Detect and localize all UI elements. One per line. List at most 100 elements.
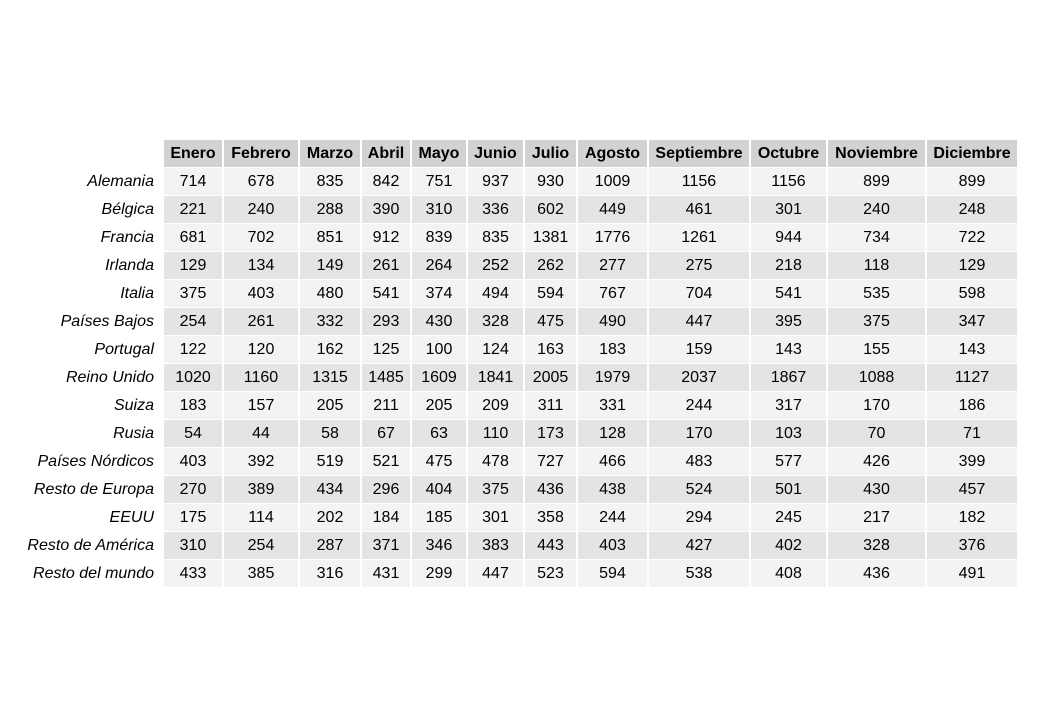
table-cell: 519 xyxy=(300,448,362,476)
table-cell: 385 xyxy=(224,560,300,588)
table-cell: 67 xyxy=(362,420,412,448)
table-cell: 403 xyxy=(224,280,300,308)
row-label: Rusia xyxy=(14,420,164,448)
table-cell: 332 xyxy=(300,308,362,336)
table-cell: 301 xyxy=(751,196,828,224)
table-cell: 336 xyxy=(468,196,525,224)
table-cell: 494 xyxy=(468,280,525,308)
table-cell: 58 xyxy=(300,420,362,448)
table-cell: 461 xyxy=(649,196,751,224)
table-cell: 311 xyxy=(525,392,578,420)
table-cell: 594 xyxy=(578,560,649,588)
table-cell: 129 xyxy=(164,252,224,280)
table-cell: 1261 xyxy=(649,224,751,252)
table-cell: 296 xyxy=(362,476,412,504)
table-cell: 120 xyxy=(224,336,300,364)
table-cell: 114 xyxy=(224,504,300,532)
table-cell: 331 xyxy=(578,392,649,420)
table-cell: 374 xyxy=(412,280,468,308)
table-cell: 288 xyxy=(300,196,362,224)
table-cell: 839 xyxy=(412,224,468,252)
column-header-noviembre: Noviembre xyxy=(828,140,927,168)
table-cell: 248 xyxy=(927,196,1019,224)
table-cell: 403 xyxy=(164,448,224,476)
table-cell: 287 xyxy=(300,532,362,560)
table-cell: 944 xyxy=(751,224,828,252)
table-cell: 358 xyxy=(525,504,578,532)
table-row: Alemania 714 678 835 842 751 937 930 1009 1156 115… xyxy=(14,168,1019,196)
table-cell: 598 xyxy=(927,280,1019,308)
table-cell: 1381 xyxy=(525,224,578,252)
table-cell: 218 xyxy=(751,252,828,280)
table-cell: 70 xyxy=(828,420,927,448)
column-header-diciembre: Diciembre xyxy=(927,140,1019,168)
table-cell: 541 xyxy=(362,280,412,308)
table-cell: 483 xyxy=(649,448,751,476)
table-cell: 501 xyxy=(751,476,828,504)
column-header-agosto: Agosto xyxy=(578,140,649,168)
table-cell: 678 xyxy=(224,168,300,196)
table-cell: 118 xyxy=(828,252,927,280)
table-row: Francia 681 702 851 912 839 835 1381 1776 1261 944… xyxy=(14,224,1019,252)
row-label: Resto de América xyxy=(14,532,164,560)
table-cell: 316 xyxy=(300,560,362,588)
table-cell: 930 xyxy=(525,168,578,196)
table-cell: 163 xyxy=(525,336,578,364)
table-cell: 110 xyxy=(468,420,525,448)
table-cell: 402 xyxy=(751,532,828,560)
row-label: Resto del mundo xyxy=(14,560,164,588)
row-label: Suiza xyxy=(14,392,164,420)
row-label: Reino Unido xyxy=(14,364,164,392)
table-cell: 390 xyxy=(362,196,412,224)
table-cell: 186 xyxy=(927,392,1019,420)
row-label: EEUU xyxy=(14,504,164,532)
table-cell: 155 xyxy=(828,336,927,364)
table-cell: 182 xyxy=(927,504,1019,532)
column-header-octubre: Octubre xyxy=(751,140,828,168)
row-label: Irlanda xyxy=(14,252,164,280)
table-row: Italia 375 403 480 541 374 494 594 767 704 541 535 5… xyxy=(14,280,1019,308)
table-cell: 244 xyxy=(649,392,751,420)
table-cell: 149 xyxy=(300,252,362,280)
table-cell: 1160 xyxy=(224,364,300,392)
table-cell: 128 xyxy=(578,420,649,448)
table-cell: 466 xyxy=(578,448,649,476)
table-cell: 1009 xyxy=(578,168,649,196)
table-cell: 1156 xyxy=(649,168,751,196)
row-label: Países Nórdicos xyxy=(14,448,164,476)
table-cell: 478 xyxy=(468,448,525,476)
row-label: Bélgica xyxy=(14,196,164,224)
table-cell: 1315 xyxy=(300,364,362,392)
table-cell: 408 xyxy=(751,560,828,588)
row-label: Italia xyxy=(14,280,164,308)
table-cell: 704 xyxy=(649,280,751,308)
table-cell: 175 xyxy=(164,504,224,532)
table-cell: 301 xyxy=(468,504,525,532)
table-cell: 767 xyxy=(578,280,649,308)
table-row: Rusia 54 44 58 67 63 110 173 128 170 103 70 71 xyxy=(14,420,1019,448)
table-cell: 211 xyxy=(362,392,412,420)
table-cell: 524 xyxy=(649,476,751,504)
table-cell: 1776 xyxy=(578,224,649,252)
table-cell: 521 xyxy=(362,448,412,476)
table-cell: 170 xyxy=(649,420,751,448)
table-cell: 277 xyxy=(578,252,649,280)
table-cell: 328 xyxy=(468,308,525,336)
table-cell: 447 xyxy=(468,560,525,588)
table-cell: 63 xyxy=(412,420,468,448)
table-cell: 100 xyxy=(412,336,468,364)
table-cell: 254 xyxy=(224,532,300,560)
table-cell: 734 xyxy=(828,224,927,252)
table-cell: 430 xyxy=(828,476,927,504)
table-cell: 389 xyxy=(224,476,300,504)
table-cell: 427 xyxy=(649,532,751,560)
table-cell: 270 xyxy=(164,476,224,504)
table-cell: 434 xyxy=(300,476,362,504)
table-cell: 395 xyxy=(751,308,828,336)
column-header-febrero: Febrero xyxy=(224,140,300,168)
table-cell: 426 xyxy=(828,448,927,476)
table-cell: 124 xyxy=(468,336,525,364)
table-cell: 835 xyxy=(468,224,525,252)
table-cell: 475 xyxy=(525,308,578,336)
table-cell: 375 xyxy=(468,476,525,504)
